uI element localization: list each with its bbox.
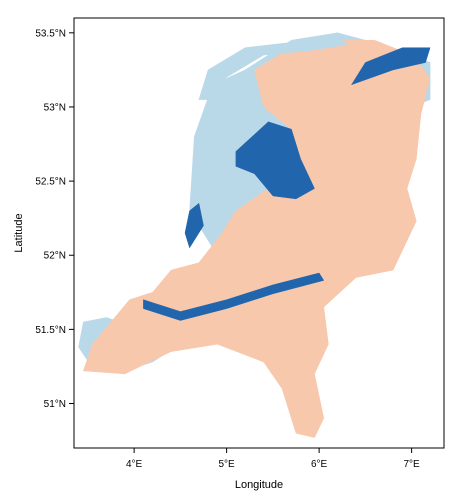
y-axis: 51°N 51.5°N 52°N 52.5°N 53°N 53.5°N <box>35 28 74 410</box>
y-tick-label: 53°N <box>44 102 66 113</box>
y-tick-label: 53.5°N <box>35 28 66 39</box>
y-tick-label: 51.5°N <box>35 325 66 336</box>
region-dark-blue-4 <box>143 272 325 321</box>
region-dark-blue-5 <box>184 202 204 249</box>
region-dark-blue-6 <box>350 47 431 86</box>
x-tick-label: 4°E <box>126 459 143 470</box>
x-tick-label: 7°E <box>404 459 421 470</box>
y-axis-title: Latitude <box>13 213 25 252</box>
y-tick-label: 52°N <box>44 251 66 262</box>
map-regions <box>78 32 431 438</box>
x-tick-label: 6°E <box>311 459 328 470</box>
y-tick-label: 52.5°N <box>35 177 66 188</box>
x-tick-label: 5°E <box>219 459 236 470</box>
region-light-blue-2 <box>198 32 348 100</box>
plot-frame <box>73 17 445 449</box>
x-axis: 4°E 5°E 6°E 7°E <box>126 448 420 470</box>
region-dark-blue-3 <box>235 121 315 200</box>
y-tick-label: 51°N <box>44 399 66 410</box>
region-peach-1 <box>82 39 431 438</box>
x-axis-title: Longitude <box>235 479 283 491</box>
